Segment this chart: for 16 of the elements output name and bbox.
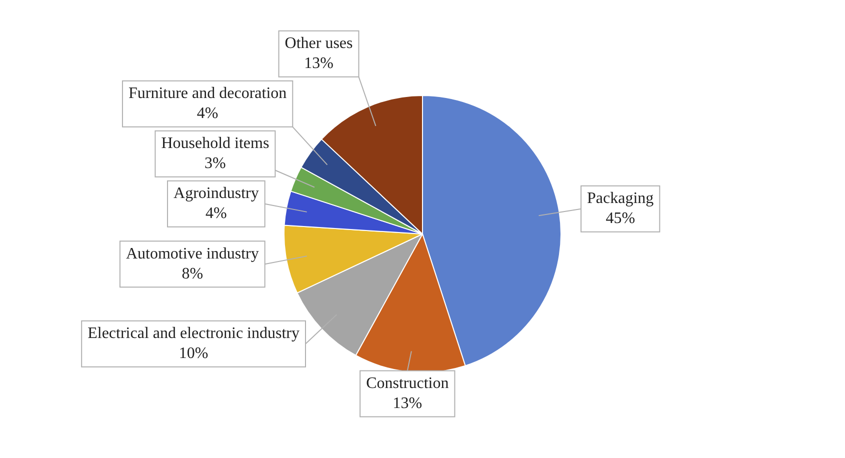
slice-label: Packaging (587, 190, 654, 208)
slice-label: Automotive industry (126, 245, 259, 262)
data-label: 10% (178, 345, 208, 362)
data-label: 4% (206, 205, 227, 222)
slice-label: Other uses (284, 35, 353, 52)
slice-label: Construction (366, 374, 449, 392)
data-label: 4% (196, 105, 218, 122)
slice-label: Household items (161, 135, 270, 152)
slice-label: Agroindustry (174, 185, 259, 202)
slice-label: Electrical and electronic industry (88, 325, 300, 342)
data-label: 3% (204, 155, 226, 172)
slice-label: Furniture and decoration (128, 85, 287, 102)
data-label: 13% (392, 394, 422, 412)
data-label: 13% (304, 55, 334, 72)
data-label: 8% (182, 265, 204, 282)
data-label: 45% (606, 210, 636, 228)
